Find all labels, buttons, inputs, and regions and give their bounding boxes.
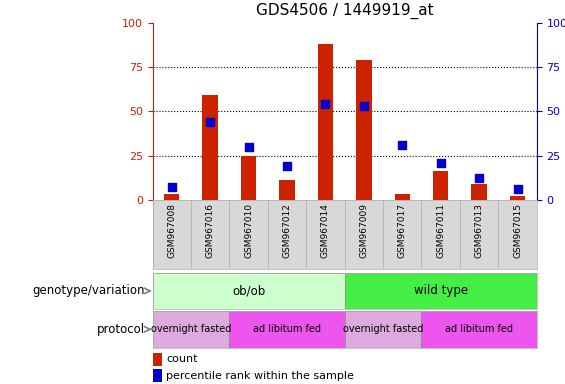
Bar	[471, 184, 487, 200]
Text: GSM967010: GSM967010	[244, 203, 253, 258]
Text: ob/ob: ob/ob	[232, 285, 265, 297]
Bar	[153, 311, 229, 348]
Bar	[510, 196, 525, 200]
Text: GSM967014: GSM967014	[321, 203, 330, 258]
Text: GSM967008: GSM967008	[167, 203, 176, 258]
Point	[321, 101, 330, 108]
Point	[244, 144, 253, 150]
Text: wild type: wild type	[414, 285, 468, 297]
Point	[359, 103, 368, 109]
Point	[398, 142, 407, 148]
Point	[475, 175, 484, 182]
Bar	[241, 156, 257, 200]
Text: ad libitum fed: ad libitum fed	[445, 324, 513, 334]
Bar	[164, 194, 180, 200]
Bar	[394, 194, 410, 200]
Text: genotype/variation: genotype/variation	[32, 285, 145, 297]
Bar	[433, 171, 449, 200]
Bar	[229, 311, 345, 348]
Bar	[421, 311, 537, 348]
Text: count: count	[166, 354, 198, 364]
Bar	[153, 273, 345, 309]
Text: GSM967017: GSM967017	[398, 203, 407, 258]
Text: GSM967009: GSM967009	[359, 203, 368, 258]
Title: GDS4506 / 1449919_at: GDS4506 / 1449919_at	[256, 3, 433, 19]
Text: GSM967012: GSM967012	[282, 203, 292, 258]
Point	[513, 186, 522, 192]
Text: GSM967015: GSM967015	[513, 203, 522, 258]
Bar	[279, 180, 295, 200]
Text: ad libitum fed: ad libitum fed	[253, 324, 321, 334]
Bar	[356, 60, 372, 200]
Text: GSM967016: GSM967016	[206, 203, 215, 258]
Bar	[345, 311, 421, 348]
Bar	[153, 369, 162, 382]
Text: overnight fasted: overnight fasted	[151, 324, 231, 334]
Bar	[318, 44, 333, 200]
Bar	[153, 353, 162, 366]
Text: overnight fasted: overnight fasted	[343, 324, 423, 334]
Text: protocol: protocol	[97, 323, 145, 336]
Point	[282, 163, 292, 169]
Point	[436, 159, 445, 166]
Text: GSM967013: GSM967013	[475, 203, 484, 258]
Bar	[345, 273, 537, 309]
Bar	[202, 96, 218, 200]
Text: percentile rank within the sample: percentile rank within the sample	[166, 371, 354, 381]
Text: GSM967011: GSM967011	[436, 203, 445, 258]
Point	[206, 119, 215, 125]
Point	[167, 184, 176, 190]
